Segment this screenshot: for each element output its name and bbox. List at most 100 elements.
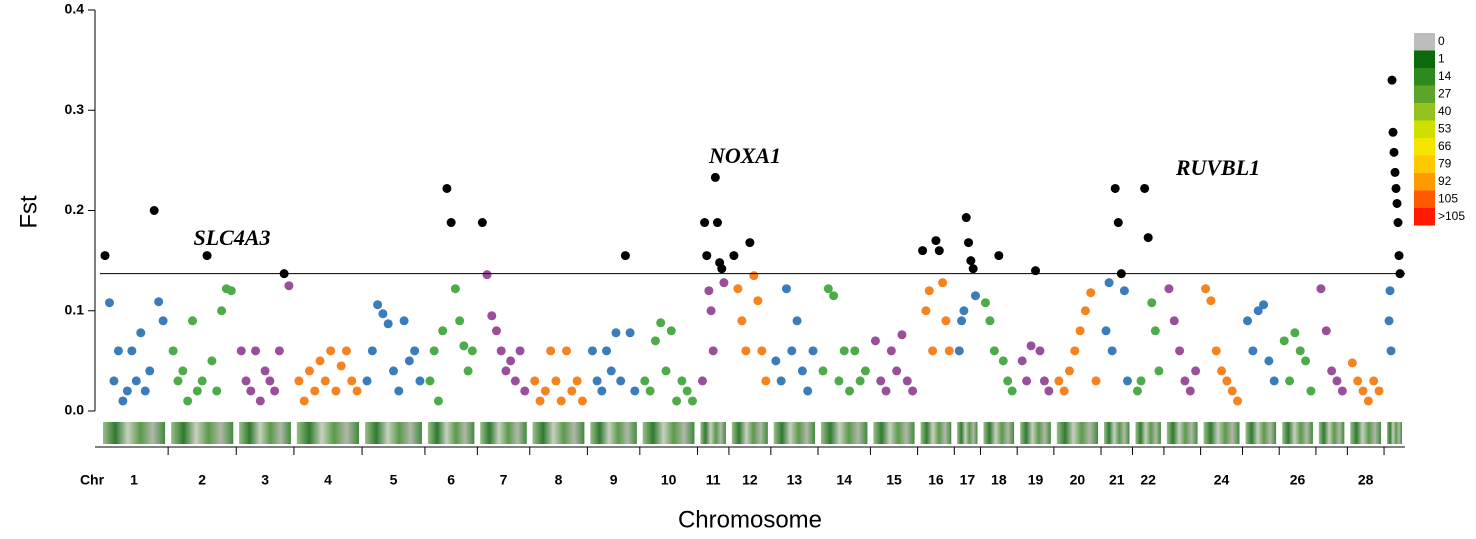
legend-swatch	[1414, 173, 1435, 191]
x-tick-label: 19	[1028, 472, 1044, 488]
point	[1285, 376, 1295, 386]
point	[672, 396, 682, 406]
point	[1227, 386, 1237, 396]
point	[520, 386, 530, 396]
point	[1054, 376, 1064, 386]
chr-prefix: Chr	[80, 472, 105, 488]
point	[506, 356, 516, 366]
legend-swatch	[1414, 68, 1435, 86]
point	[753, 296, 763, 306]
x-tick-label: 8	[555, 472, 563, 488]
point	[845, 386, 855, 396]
point	[197, 376, 207, 386]
legend-label: 66	[1438, 139, 1452, 153]
legend-swatch	[1414, 103, 1435, 121]
point	[1086, 288, 1096, 298]
point	[928, 346, 938, 356]
point	[388, 366, 398, 376]
density-strip	[957, 422, 978, 444]
x-tick-label: 21	[1109, 472, 1125, 488]
point	[1113, 218, 1123, 228]
point	[1007, 386, 1017, 396]
point	[931, 236, 941, 246]
point	[1104, 278, 1114, 288]
density-strip	[700, 422, 726, 444]
density-strip	[873, 422, 915, 444]
point	[918, 246, 928, 256]
density-strip	[532, 422, 585, 444]
point	[246, 386, 256, 396]
point	[787, 346, 797, 356]
point	[410, 346, 420, 356]
point	[399, 316, 409, 326]
point	[183, 396, 193, 406]
density-strip	[590, 422, 637, 444]
point	[1031, 266, 1041, 276]
x-tick-label: 9	[610, 472, 618, 488]
point	[168, 346, 178, 356]
point	[438, 326, 448, 336]
point	[1369, 376, 1379, 386]
density-strip	[821, 422, 868, 444]
point	[938, 278, 948, 288]
point	[677, 376, 687, 386]
point	[446, 218, 456, 228]
point	[556, 396, 566, 406]
point	[697, 376, 707, 386]
point	[1393, 218, 1403, 228]
point	[1347, 358, 1357, 368]
point	[1264, 356, 1274, 366]
point	[394, 386, 404, 396]
point	[1039, 376, 1049, 386]
point	[1022, 376, 1032, 386]
point	[1388, 127, 1398, 137]
y-tick-label: 0.1	[65, 301, 85, 317]
point	[700, 218, 710, 228]
point	[630, 386, 640, 396]
point	[1075, 326, 1085, 336]
point	[1154, 366, 1164, 376]
legend-label: 92	[1438, 174, 1452, 188]
point	[459, 341, 469, 351]
point	[1391, 183, 1401, 193]
point	[892, 366, 902, 376]
point	[682, 386, 692, 396]
x-tick-label: 26	[1290, 472, 1306, 488]
point	[299, 396, 309, 406]
density-strip	[1318, 422, 1345, 444]
point	[1385, 286, 1395, 296]
point	[251, 346, 261, 356]
point	[902, 376, 912, 386]
y-tick-label: 0.2	[65, 201, 85, 217]
point	[1332, 376, 1342, 386]
x-tick-label: 24	[1214, 472, 1230, 488]
legend-swatch	[1414, 50, 1435, 68]
density-strip	[1245, 422, 1277, 444]
point	[178, 366, 188, 376]
point	[510, 376, 520, 386]
point	[1392, 198, 1402, 208]
point	[1394, 251, 1404, 261]
point	[463, 366, 473, 376]
point	[188, 316, 198, 326]
point	[823, 284, 833, 294]
point	[367, 346, 377, 356]
point	[855, 376, 865, 386]
point	[429, 346, 439, 356]
point	[1017, 356, 1027, 366]
point	[1327, 366, 1337, 376]
point	[908, 386, 918, 396]
point	[122, 386, 132, 396]
density-strip	[920, 422, 952, 444]
point	[113, 346, 123, 356]
legend-swatch	[1414, 155, 1435, 173]
point	[818, 366, 828, 376]
point	[587, 346, 597, 356]
point	[719, 278, 729, 288]
x-tick-label: 17	[960, 472, 976, 488]
point	[336, 361, 346, 371]
point	[173, 376, 183, 386]
y-tick-label: 0.4	[65, 1, 85, 17]
point	[1358, 386, 1368, 396]
point	[1132, 386, 1142, 396]
